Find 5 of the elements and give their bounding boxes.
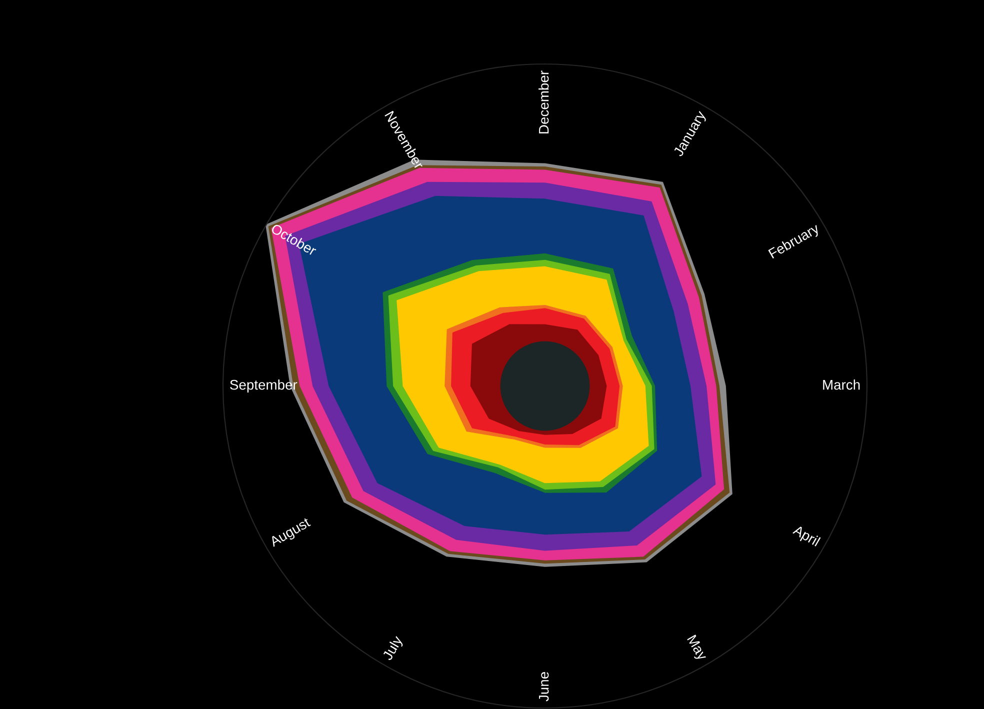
spoke-label: June <box>539 672 549 702</box>
spoke-label: December <box>538 70 549 134</box>
spoke-label: April <box>791 524 821 549</box>
spoke-label: March <box>823 380 860 390</box>
spoke-label: September <box>230 380 298 392</box>
